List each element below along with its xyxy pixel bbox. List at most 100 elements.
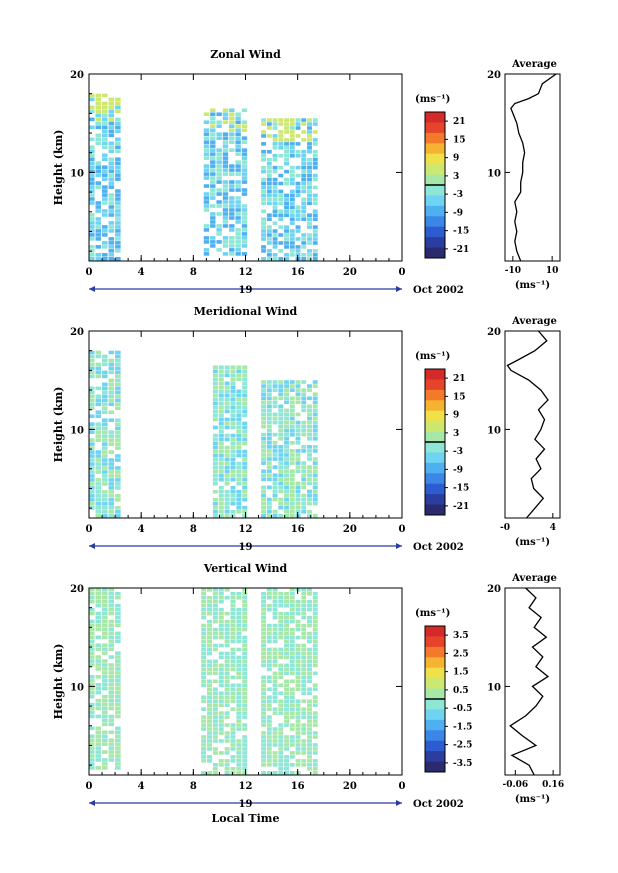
heatmap-cell bbox=[218, 397, 224, 402]
heatmap-cell bbox=[312, 432, 318, 437]
heatmap-cell bbox=[108, 470, 115, 474]
heatmap-cell bbox=[95, 426, 102, 430]
heatmap-cell bbox=[218, 699, 224, 703]
date-arrow-left-icon bbox=[89, 800, 95, 806]
average-title: Average bbox=[511, 316, 557, 327]
heatmap-cell bbox=[95, 117, 102, 122]
heatmap-cell bbox=[212, 397, 218, 402]
heatmap-cell bbox=[89, 109, 95, 114]
heatmap-cell bbox=[108, 205, 115, 209]
heatmap-cell bbox=[278, 197, 284, 202]
heatmap-cell bbox=[272, 146, 278, 150]
x-tick-label: 4 bbox=[138, 781, 145, 792]
heatmap-cell bbox=[261, 249, 267, 253]
heatmap-cell bbox=[307, 481, 312, 486]
heatmap-cell bbox=[108, 249, 115, 253]
heatmap-cell bbox=[89, 358, 95, 363]
heatmap-cell bbox=[102, 482, 108, 486]
heatmap-cell bbox=[203, 184, 210, 188]
heatmap-cell bbox=[261, 687, 267, 692]
heatmap-cell bbox=[284, 715, 289, 719]
heatmap-cell bbox=[210, 192, 216, 196]
heatmap-cell bbox=[278, 755, 284, 759]
heatmap-cell bbox=[95, 422, 102, 426]
heatmap-cell bbox=[89, 750, 95, 754]
heatmap-cell bbox=[224, 433, 230, 438]
heatmap-cell bbox=[224, 711, 230, 715]
heatmap-cell bbox=[236, 421, 242, 426]
heatmap-cell bbox=[266, 445, 272, 449]
heatmap-cell bbox=[102, 651, 108, 655]
heatmap-cell bbox=[295, 173, 301, 178]
heatmap-cell bbox=[307, 755, 312, 759]
heatmap-cell bbox=[89, 655, 95, 659]
heatmap-cell bbox=[115, 754, 121, 758]
heatmap-cell bbox=[95, 510, 102, 514]
heatmap-cell bbox=[284, 229, 289, 233]
heatmap-cell bbox=[224, 409, 230, 414]
heatmap-cell bbox=[89, 217, 95, 221]
heatmap-cell bbox=[242, 493, 248, 498]
heatmap-cell bbox=[266, 408, 272, 413]
colorbar-segment bbox=[425, 688, 445, 700]
heatmap-cell bbox=[241, 108, 248, 113]
heatmap-cell bbox=[261, 509, 267, 514]
heatmap-cell bbox=[284, 639, 289, 644]
heatmap-cell bbox=[95, 754, 102, 758]
heatmap-cell bbox=[312, 177, 318, 182]
heatmap-cell bbox=[289, 663, 295, 668]
heatmap-cell bbox=[289, 619, 295, 624]
heatmap-cell bbox=[301, 711, 307, 715]
heatmap-cell bbox=[102, 643, 108, 647]
heatmap-cell bbox=[115, 221, 121, 225]
heatmap-cell bbox=[236, 477, 242, 482]
heatmap-cell bbox=[230, 631, 236, 636]
heatmap-cell bbox=[272, 755, 278, 759]
heatmap-cell bbox=[230, 421, 236, 426]
heatmap-cell bbox=[266, 588, 272, 592]
heatmap-cell bbox=[272, 165, 278, 170]
heatmap-cell bbox=[301, 189, 307, 194]
heatmap-cell bbox=[95, 105, 102, 110]
heatmap-cell bbox=[224, 619, 230, 624]
heatmap-cell bbox=[218, 739, 224, 743]
heatmap-cell bbox=[301, 679, 307, 684]
heatmap-cell bbox=[261, 747, 267, 751]
heatmap-cell bbox=[289, 763, 295, 767]
heatmap-cell bbox=[224, 501, 230, 506]
average-y-tick-label: 10 bbox=[487, 168, 501, 179]
heatmap-cell bbox=[278, 130, 284, 134]
colorbar-tick-label: 2.5 bbox=[453, 649, 469, 659]
heatmap-cell bbox=[301, 501, 307, 506]
heatmap-cell bbox=[218, 409, 224, 414]
heatmap-cell bbox=[108, 173, 115, 177]
heatmap-cell bbox=[108, 358, 115, 363]
heatmap-cell bbox=[278, 213, 284, 217]
heatmap-cell bbox=[236, 429, 242, 434]
heatmap-cell bbox=[301, 257, 307, 261]
colorbar-segment bbox=[425, 185, 445, 196]
heatmap-cell bbox=[266, 747, 272, 751]
heatmap-cell bbox=[312, 607, 318, 612]
heatmap-cell bbox=[242, 715, 248, 719]
heatmap-cell bbox=[115, 750, 121, 754]
colorbar-segment bbox=[425, 699, 445, 710]
heatmap-cell bbox=[95, 595, 102, 600]
heatmap-cell bbox=[301, 671, 307, 676]
heatmap-cell bbox=[284, 400, 289, 405]
heatmap-cell bbox=[278, 711, 284, 715]
heatmap-cell bbox=[272, 153, 278, 158]
heatmap-cell bbox=[312, 122, 318, 126]
heatmap-cell bbox=[284, 687, 289, 692]
heatmap-cell bbox=[241, 220, 248, 224]
heatmap-cell bbox=[108, 671, 115, 675]
x-tick-label: 12 bbox=[239, 781, 253, 792]
heatmap-cell bbox=[115, 603, 121, 608]
heatmap-cell bbox=[295, 245, 301, 249]
heatmap-cell bbox=[295, 380, 301, 384]
heatmap-cell bbox=[230, 651, 236, 656]
average-frame bbox=[504, 330, 561, 519]
heatmap-cell bbox=[312, 623, 318, 628]
heatmap-cell bbox=[102, 506, 108, 510]
heatmap-cell bbox=[108, 394, 115, 399]
